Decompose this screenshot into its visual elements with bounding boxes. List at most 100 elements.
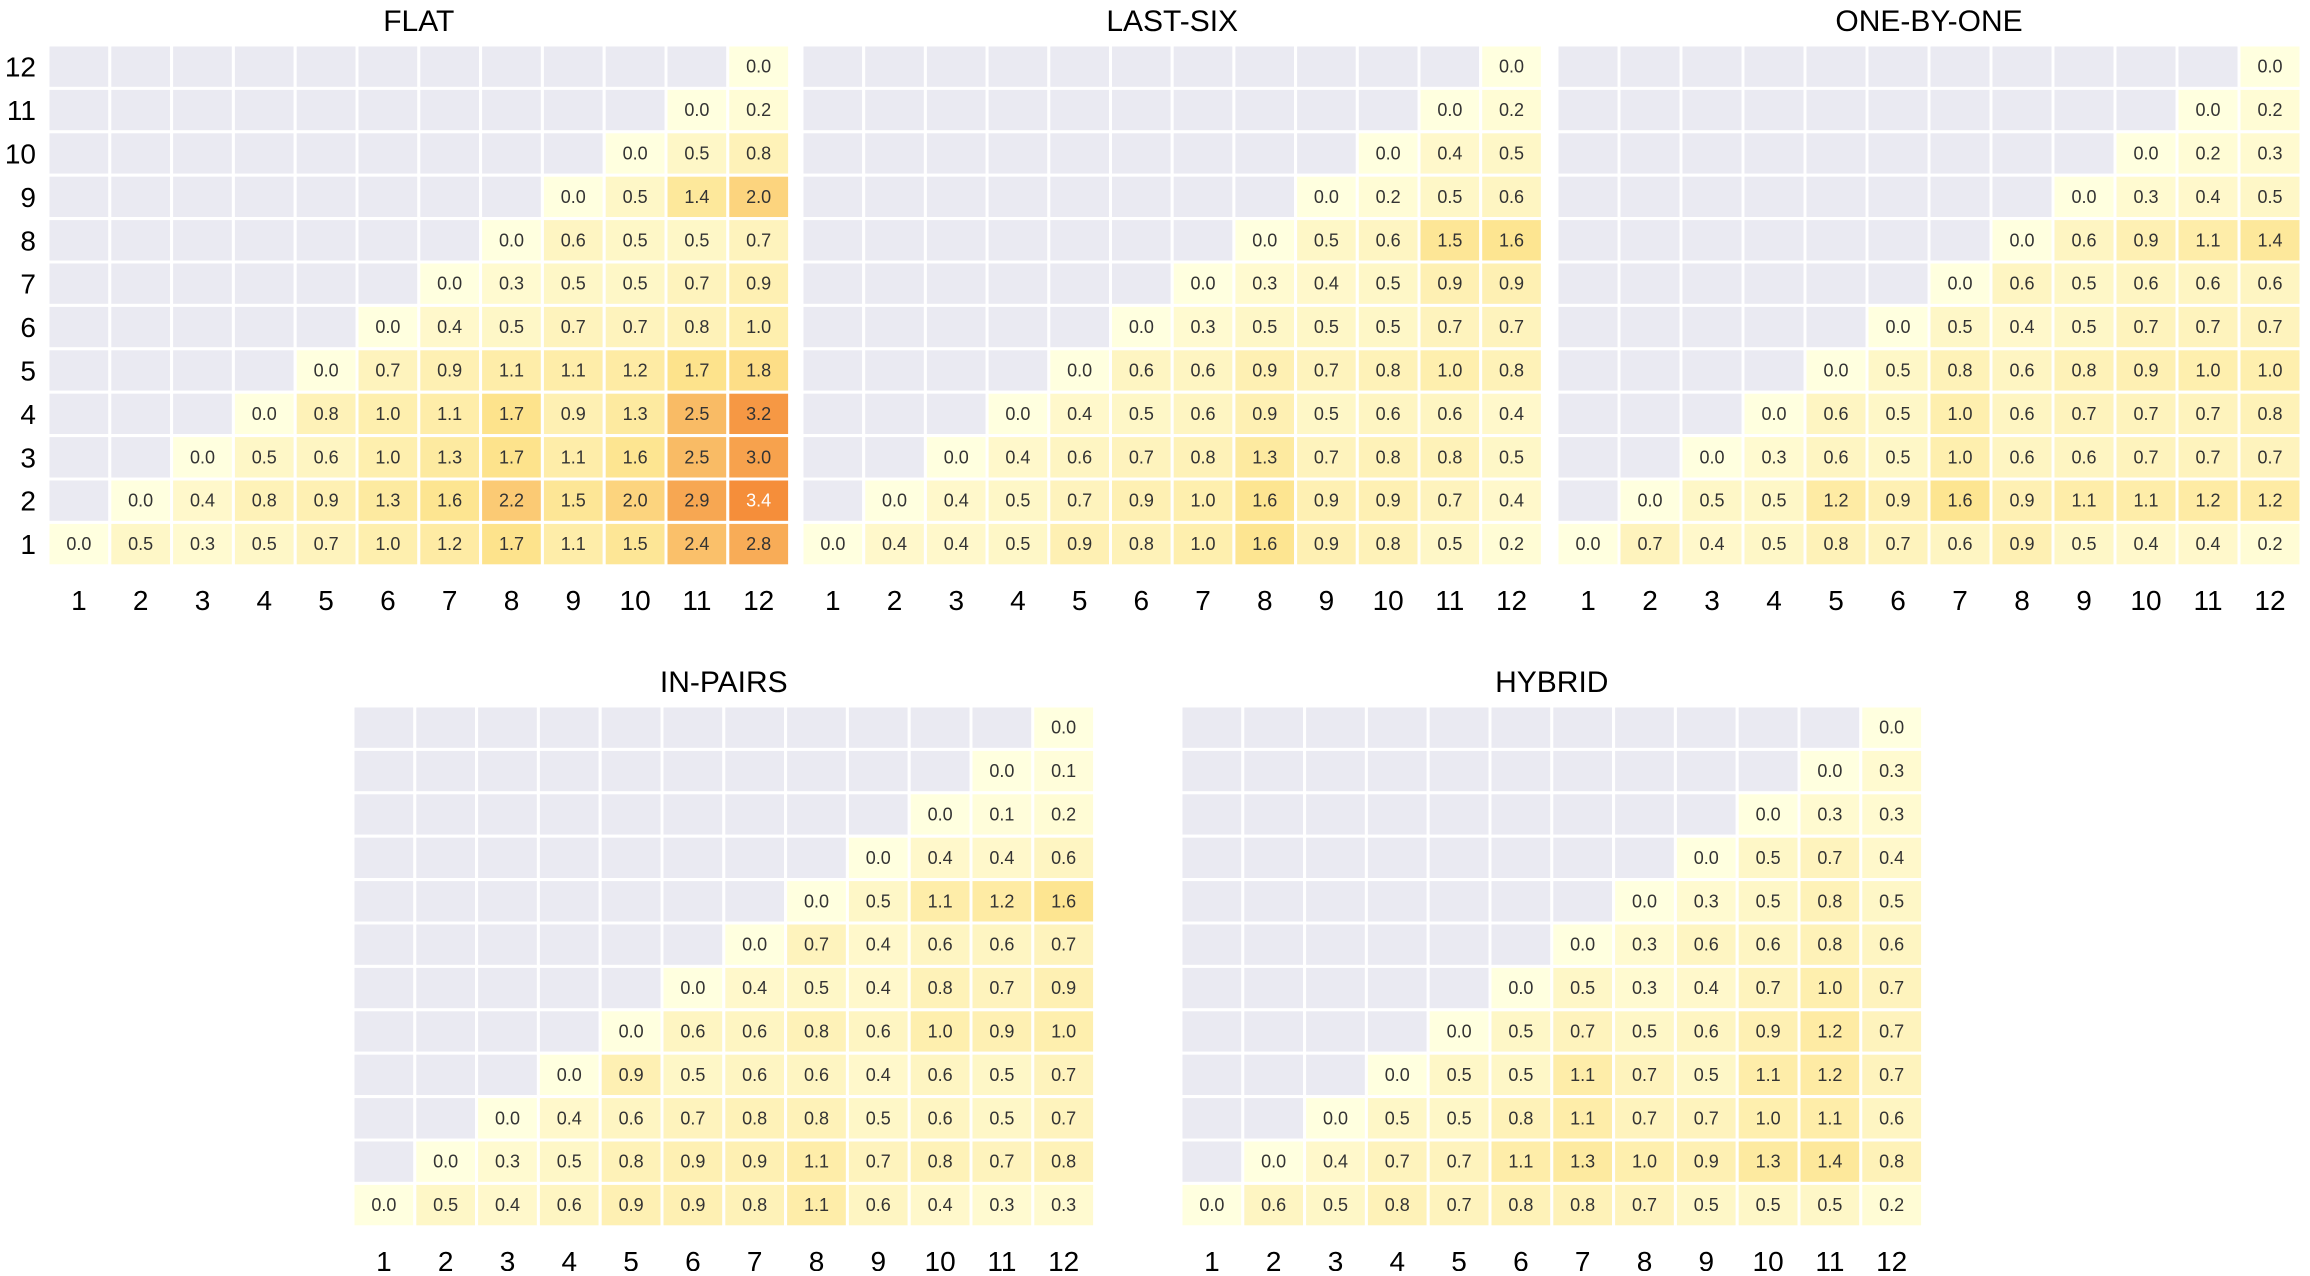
x-tick-label: 9 (1319, 585, 1335, 616)
cell-value-label: 1.6 (1252, 491, 1277, 511)
empty-cell (598, 964, 664, 1012)
cell-value-label: 0.5 (2257, 187, 2282, 207)
cell-value-label: 0.8 (1823, 534, 1848, 554)
empty-cell (2051, 130, 2117, 177)
empty-cell (108, 43, 174, 90)
cell-value-label: 0.0 (1575, 534, 1600, 554)
cell-value-label: 0.7 (2071, 404, 2096, 424)
x-tick-label: 12 (2254, 585, 2285, 616)
cell-value-label: 0.0 (1879, 718, 1904, 738)
cell-value-label: 1.7 (499, 534, 524, 554)
cell-value-label: 0.4 (1879, 848, 1904, 868)
heatmap-cell (1031, 791, 1097, 838)
cell-value-label: 1.5 (1437, 230, 1462, 250)
x-tick-label: 12 (743, 585, 774, 616)
empty-cell (417, 130, 483, 177)
heatmap-cell (726, 347, 792, 394)
x-tick-label: 7 (747, 1246, 763, 1271)
x-tick-label: 8 (809, 1246, 825, 1271)
cell-value-label: 2.4 (684, 534, 709, 554)
cell-value-label: 0.4 (1005, 447, 1030, 467)
empty-cell (660, 921, 726, 968)
empty-cell (413, 747, 479, 795)
empty-cell (536, 834, 602, 882)
cell-value-label: 1.4 (684, 187, 709, 207)
empty-cell (1047, 173, 1113, 221)
cell-value-label: 0.3 (2133, 187, 2158, 207)
empty-cell (985, 217, 1051, 264)
heatmap-cell (969, 1095, 1035, 1142)
cell-value-label: 0.4 (1694, 978, 1719, 998)
y-tick-label: 3 (20, 442, 36, 473)
x-tick-label: 10 (620, 585, 651, 616)
x-tick-label: 1 (825, 585, 841, 616)
cell-value-label: 0.0 (1823, 361, 1848, 381)
cell-value-label: 1.1 (499, 361, 524, 381)
empty-cell (1364, 1008, 1430, 1055)
heatmap-cell (722, 1051, 788, 1099)
cell-value-label: 0.9 (2133, 230, 2158, 250)
cell-value-label: 0.4 (190, 491, 215, 511)
cell-value-label: 0.7 (2257, 447, 2282, 467)
cell-value-label: 1.0 (746, 317, 771, 337)
cell-value-label: 0.5 (1499, 447, 1524, 467)
empty-cell (660, 747, 726, 795)
cell-value-label: 0.0 (1067, 361, 1092, 381)
cell-value-label: 0.9 (1051, 978, 1076, 998)
empty-cell (1170, 43, 1236, 90)
cell-value-label: 0.5 (1447, 1065, 1472, 1085)
heatmap-cell (108, 477, 174, 524)
cell-value-label: 0.6 (989, 935, 1014, 955)
panel-title: FLAT (383, 5, 454, 38)
cell-value-label: 0.7 (561, 317, 586, 337)
cell-value-label: 0.8 (1051, 1152, 1076, 1172)
cell-value-label: 0.4 (2195, 187, 2220, 207)
heatmap-cell (2175, 173, 2241, 221)
heatmap-cell (1241, 1181, 1307, 1229)
cell-value-label: 0.3 (1694, 891, 1719, 911)
cell-value-label: 0.6 (1694, 1022, 1719, 1042)
cell-value-label: 0.3 (2257, 144, 2282, 164)
empty-cell (1232, 86, 1298, 134)
x-tick-label: 5 (1451, 1246, 1467, 1271)
cell-value-label: 1.0 (1632, 1152, 1657, 1172)
empty-cell (1179, 1138, 1245, 1185)
cell-value-label: 0.7 (2133, 317, 2158, 337)
empty-cell (475, 1051, 540, 1099)
panel-title: ONE-BY-ONE (1835, 5, 2022, 38)
cell-value-label: 0.6 (1067, 447, 1092, 467)
empty-cell (108, 260, 174, 307)
empty-cell (479, 173, 544, 221)
cell-value-label: 0.8 (252, 491, 277, 511)
heatmap-cell (907, 1008, 973, 1055)
cell-value-label: 0.7 (1067, 491, 1092, 511)
empty-cell (1241, 1008, 1307, 1055)
cell-value-label: 0.1 (989, 805, 1014, 825)
cell-value-label: 1.1 (928, 891, 953, 911)
cell-value-label: 0.5 (1632, 1022, 1657, 1042)
cell-value-label: 0.7 (1879, 1065, 1904, 1085)
cell-value-label: 0.7 (1437, 317, 1462, 337)
empty-cell (1741, 217, 1807, 264)
empty-cell (108, 86, 174, 134)
empty-cell (1426, 878, 1492, 925)
cell-value-label: 0.5 (1376, 317, 1401, 337)
cell-value-label: 0.5 (1885, 361, 1910, 381)
cell-value-label: 0.6 (619, 1108, 644, 1128)
empty-cell (293, 260, 359, 307)
heatmap-cell (1364, 1138, 1430, 1185)
cell-value-label: 0.5 (1376, 274, 1401, 294)
cell-value-label: 0.3 (190, 534, 215, 554)
empty-cell (1612, 834, 1677, 882)
empty-cell (598, 791, 664, 838)
empty-cell (1364, 834, 1430, 882)
empty-cell (1555, 303, 1621, 351)
cell-value-label: 0.8 (684, 317, 709, 337)
cell-value-label: 0.5 (989, 1108, 1014, 1128)
x-tick-label: 3 (195, 585, 211, 616)
panel-title: IN-PAIRS (660, 666, 788, 699)
empty-cell (170, 390, 235, 438)
cell-value-label: 0.3 (1879, 805, 1904, 825)
empty-cell (231, 260, 297, 307)
empty-cell (46, 390, 112, 438)
